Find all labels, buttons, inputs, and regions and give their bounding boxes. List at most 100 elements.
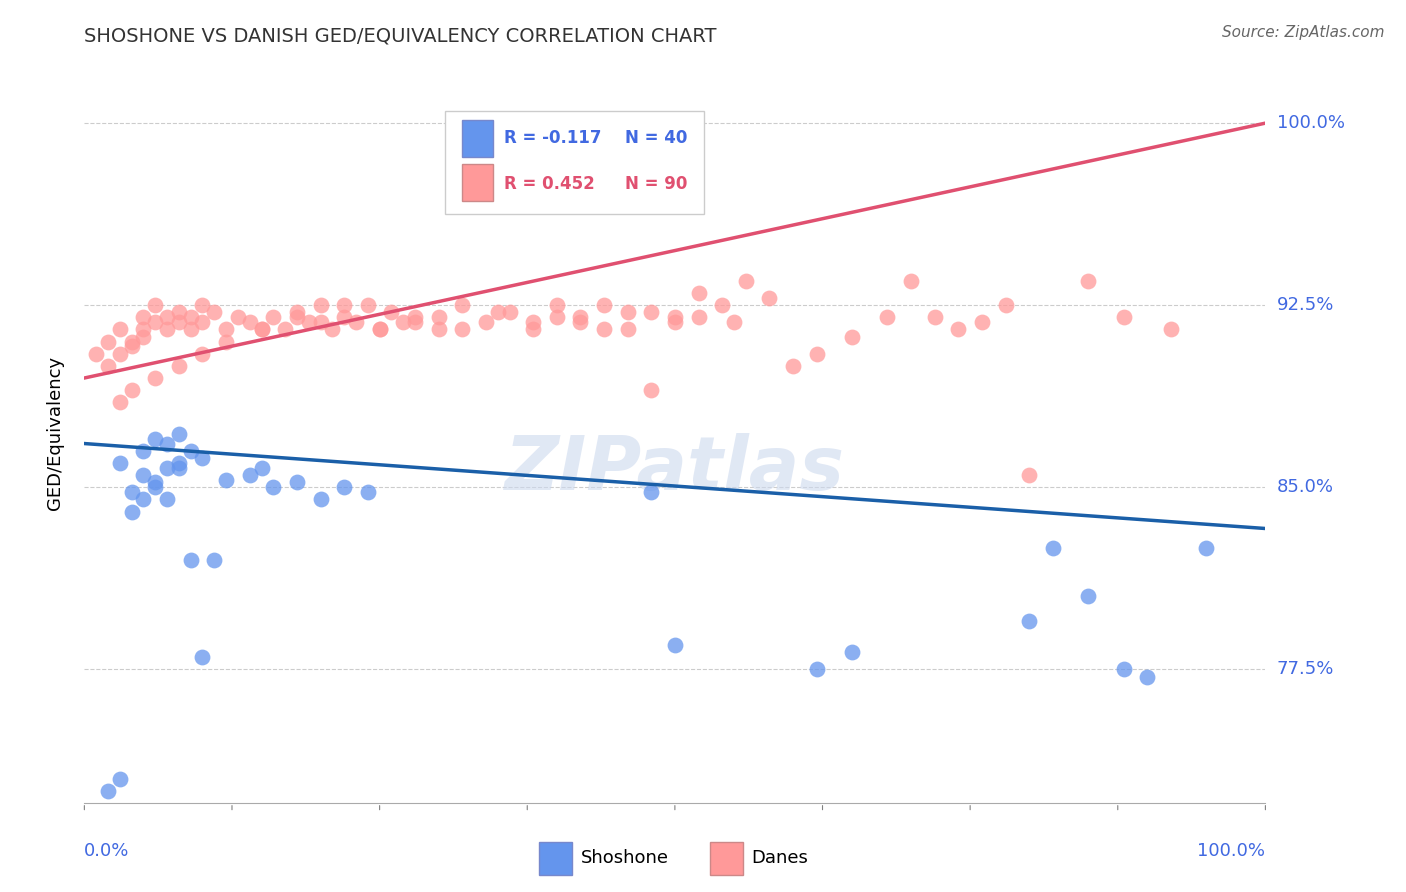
Point (664, 638, 686, 652)
Point (132, 443, 155, 458)
Point (215, 334, 238, 349)
Point (569, 310, 592, 325)
Point (250, 322, 273, 336)
Point (782, 359, 804, 373)
Point (1077, 274, 1099, 288)
Point (84, 347, 107, 361)
Point (486, 305, 509, 319)
Point (97, 334, 120, 349)
Point (108, 347, 131, 361)
Point (121, 339, 143, 353)
Point (180, 443, 202, 458)
Point (427, 310, 450, 325)
Point (522, 315, 544, 329)
Point (121, 334, 143, 349)
Point (156, 436, 179, 450)
Point (191, 650, 214, 665)
Point (132, 310, 155, 325)
Point (1136, 669, 1159, 683)
Point (498, 305, 520, 319)
Point (1042, 541, 1064, 555)
Point (569, 315, 592, 329)
Text: R = 0.452: R = 0.452 (503, 175, 595, 193)
Point (156, 492, 179, 507)
Text: 77.5%: 77.5% (1277, 660, 1334, 678)
Point (121, 485, 143, 500)
Point (143, 475, 166, 490)
Point (723, 315, 745, 329)
Point (333, 298, 356, 312)
Point (475, 315, 498, 329)
Point (924, 310, 946, 325)
Point (806, 662, 828, 676)
Point (841, 645, 863, 659)
Point (994, 298, 1017, 312)
Point (180, 553, 202, 567)
Point (298, 315, 321, 329)
Point (97, 359, 120, 373)
Point (167, 426, 190, 441)
Point (97, 783, 120, 797)
Point (948, 322, 970, 336)
Point (368, 322, 391, 336)
Point (250, 322, 273, 336)
Point (143, 371, 166, 385)
Text: ZIPatlas: ZIPatlas (505, 434, 845, 506)
Point (274, 322, 297, 336)
FancyBboxPatch shape (444, 111, 704, 214)
Point (239, 315, 262, 329)
Point (250, 460, 273, 475)
Point (451, 298, 474, 312)
Point (285, 310, 308, 325)
Point (1018, 614, 1040, 628)
Point (285, 475, 308, 490)
Point (333, 310, 356, 325)
Point (806, 347, 828, 361)
Point (451, 322, 474, 336)
Point (344, 315, 367, 329)
Point (143, 315, 166, 329)
Point (108, 456, 131, 470)
Point (900, 274, 922, 288)
Point (616, 305, 638, 319)
Point (167, 456, 190, 470)
Point (262, 310, 284, 325)
Point (688, 286, 710, 301)
Point (321, 322, 343, 336)
Point (191, 347, 214, 361)
Point (156, 310, 179, 325)
Point (180, 322, 202, 336)
Point (167, 305, 190, 319)
Point (593, 298, 616, 312)
Point (1077, 590, 1099, 604)
Bar (463, 164, 494, 201)
Point (640, 305, 662, 319)
Text: 0.0%: 0.0% (84, 842, 129, 860)
Text: 100.0%: 100.0% (1198, 842, 1265, 860)
Point (546, 298, 568, 312)
Point (758, 291, 780, 305)
Point (734, 274, 756, 288)
Point (191, 451, 214, 466)
Point (616, 322, 638, 336)
Text: N = 40: N = 40 (626, 129, 688, 147)
Point (1160, 322, 1182, 336)
Point (215, 473, 238, 487)
Text: Shoshone: Shoshone (581, 849, 668, 867)
Y-axis label: GED/Equivalency: GED/Equivalency (45, 356, 63, 509)
Point (876, 310, 898, 325)
Point (309, 315, 332, 329)
Point (167, 359, 190, 373)
Point (191, 298, 214, 312)
Text: SHOSHONE VS DANISH GED/EQUIVALENCY CORRELATION CHART: SHOSHONE VS DANISH GED/EQUIVALENCY CORRE… (84, 27, 717, 45)
Point (688, 310, 710, 325)
Point (143, 480, 166, 494)
Point (546, 310, 568, 325)
Text: 85.0%: 85.0% (1277, 478, 1333, 496)
Point (427, 322, 450, 336)
Point (357, 298, 380, 312)
Bar (538, 842, 572, 875)
Point (333, 480, 356, 494)
Point (309, 298, 332, 312)
Point (380, 305, 402, 319)
